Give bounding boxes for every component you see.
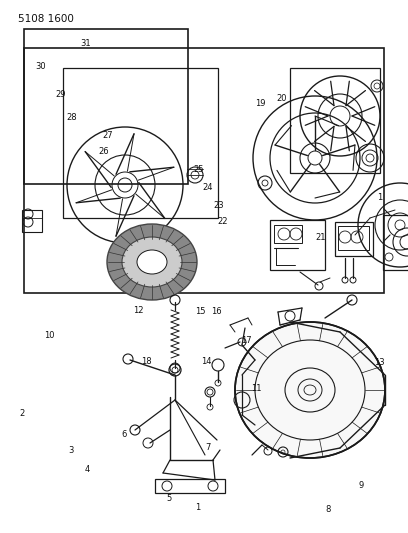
Bar: [155, 479, 225, 493]
Bar: [22, 210, 42, 232]
Ellipse shape: [122, 237, 182, 287]
Text: 4: 4: [85, 465, 90, 473]
Text: 1: 1: [377, 193, 382, 201]
Bar: [290, 68, 380, 173]
Text: 20: 20: [276, 94, 287, 103]
Bar: [24, 48, 384, 293]
Ellipse shape: [235, 322, 385, 458]
Bar: [63, 68, 218, 218]
Bar: [383, 215, 408, 270]
Text: 6: 6: [122, 430, 127, 439]
Text: 25: 25: [194, 165, 204, 174]
Ellipse shape: [137, 250, 167, 274]
Text: 27: 27: [103, 132, 113, 140]
Text: 3: 3: [69, 446, 74, 455]
Text: 16: 16: [211, 308, 222, 316]
Text: 14: 14: [201, 357, 211, 366]
Bar: [338, 226, 369, 250]
Text: 23: 23: [213, 201, 224, 209]
Bar: [24, 29, 188, 184]
Text: 11: 11: [251, 384, 262, 392]
Text: 10: 10: [44, 332, 54, 340]
Text: 7: 7: [205, 443, 211, 452]
Text: 12: 12: [133, 306, 144, 314]
Text: 2: 2: [20, 409, 25, 417]
Text: 29: 29: [55, 91, 66, 99]
Bar: [335, 222, 373, 256]
Text: 5108 1600: 5108 1600: [18, 14, 74, 24]
Text: 5: 5: [167, 494, 172, 503]
Text: 13: 13: [374, 358, 385, 367]
Text: 9: 9: [359, 481, 364, 489]
Text: 15: 15: [195, 308, 205, 316]
Text: 22: 22: [217, 217, 228, 225]
Text: 19: 19: [255, 100, 266, 108]
Text: 18: 18: [142, 357, 152, 366]
Ellipse shape: [107, 224, 197, 300]
Text: 28: 28: [66, 113, 77, 122]
Text: 1: 1: [195, 503, 200, 512]
Text: 21: 21: [315, 233, 326, 241]
Text: 17: 17: [242, 336, 252, 344]
Text: 31: 31: [80, 39, 91, 48]
Bar: [274, 225, 302, 243]
Bar: [270, 220, 325, 270]
Text: 8: 8: [326, 505, 331, 513]
Text: 24: 24: [203, 183, 213, 192]
Text: 30: 30: [35, 62, 46, 71]
Text: 26: 26: [99, 148, 109, 156]
